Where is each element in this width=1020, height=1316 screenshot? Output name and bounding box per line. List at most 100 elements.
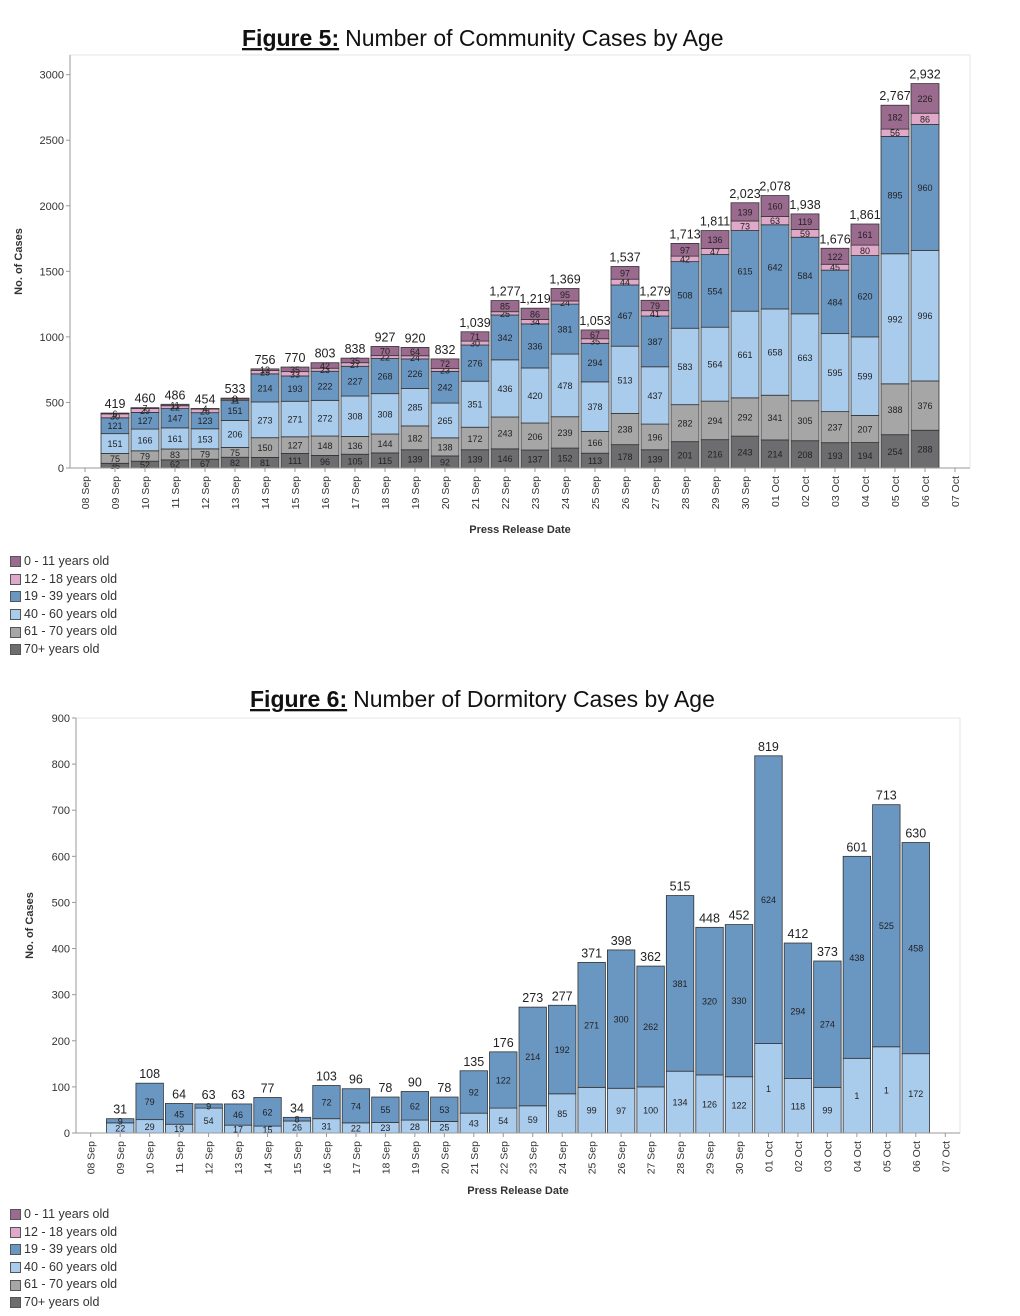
fig6-bar-segment <box>754 755 783 1044</box>
fig5-segment-label: 642 <box>767 262 782 272</box>
fig5-segment-label: 308 <box>377 409 392 419</box>
fig5-xtick-label: 25 Sep <box>590 476 602 509</box>
fig5-segment-label: 243 <box>497 428 512 438</box>
fig6-total-label: 713 <box>876 789 897 803</box>
fig6-total-label: 819 <box>758 740 779 754</box>
fig5-bar-segment <box>280 400 310 438</box>
fig5-xtick-label: 10 Sep <box>140 476 152 509</box>
fig6-segment-label: 99 <box>822 1106 832 1116</box>
fig5-segment-label: 276 <box>467 359 482 369</box>
fig6-segment-label: 15 <box>263 1125 273 1135</box>
fig5-bar-segment <box>730 202 760 222</box>
fig6-y-axis-title: No. of Cases <box>24 892 36 959</box>
fig5-segment-label: 513 <box>617 375 632 385</box>
fig5-segment-label: 85 <box>500 302 510 312</box>
fig5-segment-label: 34 <box>530 317 540 327</box>
fig5-segment-label: 28 <box>200 406 210 416</box>
fig5-segment-label: 35 <box>290 365 300 375</box>
fig5-segment-label: 336 <box>527 341 542 351</box>
fig6-segment-label: 172 <box>908 1089 923 1099</box>
fig5-segment-label: 288 <box>917 445 932 455</box>
fig5-bar-segment <box>100 412 130 415</box>
fig6-legend-label: 70+ years old <box>24 1294 100 1309</box>
fig5-segment-label: 27 <box>350 360 360 370</box>
fig6-legend-item: 19 - 39 years old <box>10 1241 117 1259</box>
fig5-bar-segment <box>730 310 760 399</box>
fig5-segment-label: 42 <box>680 254 690 264</box>
fig5-xtick-label: 19 Sep <box>410 476 422 509</box>
fig5-segment-label: 139 <box>467 454 482 464</box>
fig6-bar-segment <box>430 1096 459 1122</box>
fig6-xtick-label: 08 Sep <box>86 1141 98 1174</box>
fig6-total-label: 448 <box>699 911 720 925</box>
fig5-segment-label: 161 <box>167 434 182 444</box>
fig6-segment-label: 214 <box>525 1052 540 1062</box>
fig6-bar-segment <box>901 842 930 1055</box>
fig5-segment-label: 6 <box>112 409 117 419</box>
fig5-segment-label: 201 <box>677 450 692 460</box>
fig6-total-label: 630 <box>905 827 926 841</box>
fig5-bar-segment <box>760 394 790 441</box>
fig5-xtick-label: 06 Oct <box>920 476 932 507</box>
fig6-bar-segment <box>312 1085 341 1120</box>
fig5-segment-label: 584 <box>797 271 812 281</box>
fig5-legend-label: 0 - 11 years old <box>24 554 110 568</box>
fig6-xtick-label: 16 Sep <box>321 1141 333 1174</box>
fig6-bar-segment <box>842 1057 872 1134</box>
fig5-xtick-label: 30 Sep <box>740 476 752 509</box>
fig5-bar-segment <box>520 422 550 451</box>
fig5-y-axis-title: No. of Cases <box>13 228 25 295</box>
fig5-segment-label: 24 <box>560 298 570 308</box>
fig5-bar-segment <box>430 402 460 439</box>
fig5-bar-segment <box>250 401 280 439</box>
fig5-segment-label: 8 <box>232 394 237 404</box>
fig5-legend-swatch <box>10 573 21 585</box>
fig5-segment-label: 79 <box>200 450 210 460</box>
fig6-total-label: 135 <box>463 1055 484 1069</box>
fig6-total-label: 78 <box>437 1081 451 1095</box>
fig5-segment-label: 115 <box>378 456 392 466</box>
fig5-ytick-label: 2000 <box>40 201 64 213</box>
fig6-bar-segment <box>577 1086 606 1134</box>
fig5-segment-label: 75 <box>110 454 120 464</box>
fig5-segment-label: 554 <box>707 286 722 296</box>
fig5-bar-segment <box>610 345 640 414</box>
fig5-segment-label: 146 <box>497 454 512 464</box>
fig5-bar-segment <box>730 230 760 312</box>
fig6-bar-segment <box>194 1103 223 1109</box>
fig5-segment-label: 97 <box>620 268 630 278</box>
fig5-segment-label: 564 <box>707 360 722 370</box>
fig6-total-label: 176 <box>493 1036 514 1050</box>
fig6-bar-segment <box>577 961 606 1088</box>
fig5-xtick-label: 18 Sep <box>380 476 392 509</box>
fig5-xtick-label: 07 Oct <box>950 476 962 507</box>
fig5-bar-segment <box>610 284 640 347</box>
fig5-segment-label: 97 <box>680 245 690 255</box>
fig6-xtick-label: 11 Sep <box>174 1141 186 1174</box>
fig6-segment-label: 17 <box>233 1125 243 1135</box>
fig5-segment-label: 437 <box>647 391 662 401</box>
fig5-segment-label: 292 <box>737 412 752 422</box>
fig6-segment-label: 118 <box>791 1101 805 1111</box>
fig5-total-label: 1,676 <box>819 232 850 246</box>
fig6-total-label: 277 <box>552 989 573 1003</box>
fig5-segment-label: 105 <box>347 457 362 467</box>
fig6-xtick-label: 27 Sep <box>646 1141 658 1174</box>
fig5-total-label: 770 <box>285 351 306 365</box>
fig5-segment-label: 658 <box>767 348 782 358</box>
fig5-legend-swatch <box>10 591 21 603</box>
fig5-segment-label: 222 <box>317 381 332 391</box>
fig5-bar-segment <box>760 439 790 469</box>
fig6-bar-segment <box>783 942 813 1079</box>
fig5-segment-label: 29 <box>140 406 150 416</box>
fig6-bar-segment <box>459 1070 488 1114</box>
fig6-bar-segment <box>106 1118 135 1124</box>
fig5-segment-label: 95 <box>560 290 570 300</box>
fig6-segment-label: 62 <box>410 1101 420 1111</box>
fig6-segment-label: 53 <box>439 1105 449 1115</box>
fig5-legend-label: 12 - 18 years old <box>24 571 118 586</box>
fig5-xtick-label: 02 Oct <box>800 476 812 507</box>
fig5-segment-label: 166 <box>587 438 602 448</box>
fig5-segment-label: 193 <box>287 384 302 394</box>
fig6-ytick-label: 700 <box>52 805 70 817</box>
